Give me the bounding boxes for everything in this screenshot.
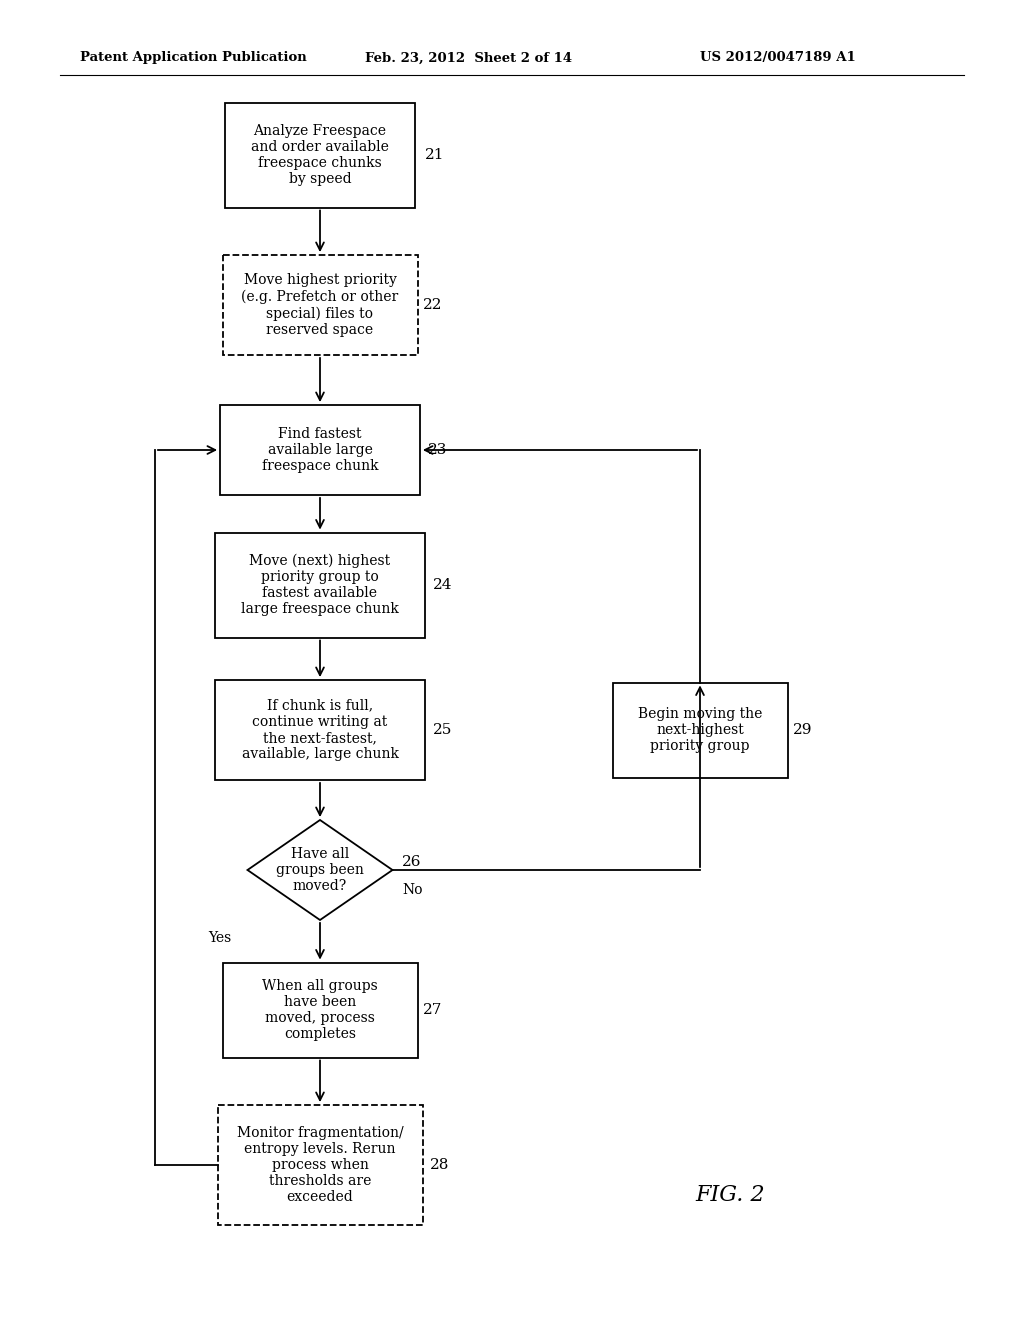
Text: 25: 25	[433, 723, 453, 737]
Bar	[222, 962, 418, 1057]
Text: Feb. 23, 2012  Sheet 2 of 14: Feb. 23, 2012 Sheet 2 of 14	[365, 51, 572, 65]
Text: 29: 29	[793, 723, 812, 737]
Bar	[217, 1105, 423, 1225]
Bar	[215, 680, 425, 780]
Text: 26: 26	[402, 855, 422, 869]
Text: If chunk is full,
continue writing at
the next-fastest,
available, large chunk: If chunk is full, continue writing at th…	[242, 698, 398, 762]
Text: No: No	[402, 883, 423, 898]
Text: When all groups
have been
moved, process
completes: When all groups have been moved, process…	[262, 978, 378, 1041]
Text: 23: 23	[428, 444, 447, 457]
Polygon shape	[248, 820, 392, 920]
Bar	[225, 103, 415, 207]
Bar	[222, 255, 418, 355]
Bar	[220, 405, 420, 495]
Text: US 2012/0047189 A1: US 2012/0047189 A1	[700, 51, 856, 65]
Text: Yes: Yes	[208, 931, 231, 945]
Text: Begin moving the
next-highest
priority group: Begin moving the next-highest priority g…	[638, 706, 762, 754]
Text: Find fastest
available large
freespace chunk: Find fastest available large freespace c…	[262, 426, 378, 473]
Text: 27: 27	[423, 1003, 442, 1016]
Text: Monitor fragmentation/
entropy levels. Rerun
process when
thresholds are
exceede: Monitor fragmentation/ entropy levels. R…	[237, 1126, 403, 1204]
Text: FIG. 2: FIG. 2	[695, 1184, 765, 1206]
Bar	[215, 532, 425, 638]
Text: Move highest priority
(e.g. Prefetch or other
special) files to
reserved space: Move highest priority (e.g. Prefetch or …	[242, 273, 398, 337]
Text: 24: 24	[433, 578, 453, 591]
Text: Analyze Freespace
and order available
freespace chunks
by speed: Analyze Freespace and order available fr…	[251, 124, 389, 186]
Text: 28: 28	[430, 1158, 450, 1172]
Text: 22: 22	[423, 298, 442, 312]
Bar	[612, 682, 787, 777]
Text: 21: 21	[425, 148, 444, 162]
Text: Have all
groups been
moved?: Have all groups been moved?	[276, 847, 364, 894]
Text: Move (next) highest
priority group to
fastest available
large freespace chunk: Move (next) highest priority group to fa…	[241, 553, 399, 616]
Text: Patent Application Publication: Patent Application Publication	[80, 51, 307, 65]
